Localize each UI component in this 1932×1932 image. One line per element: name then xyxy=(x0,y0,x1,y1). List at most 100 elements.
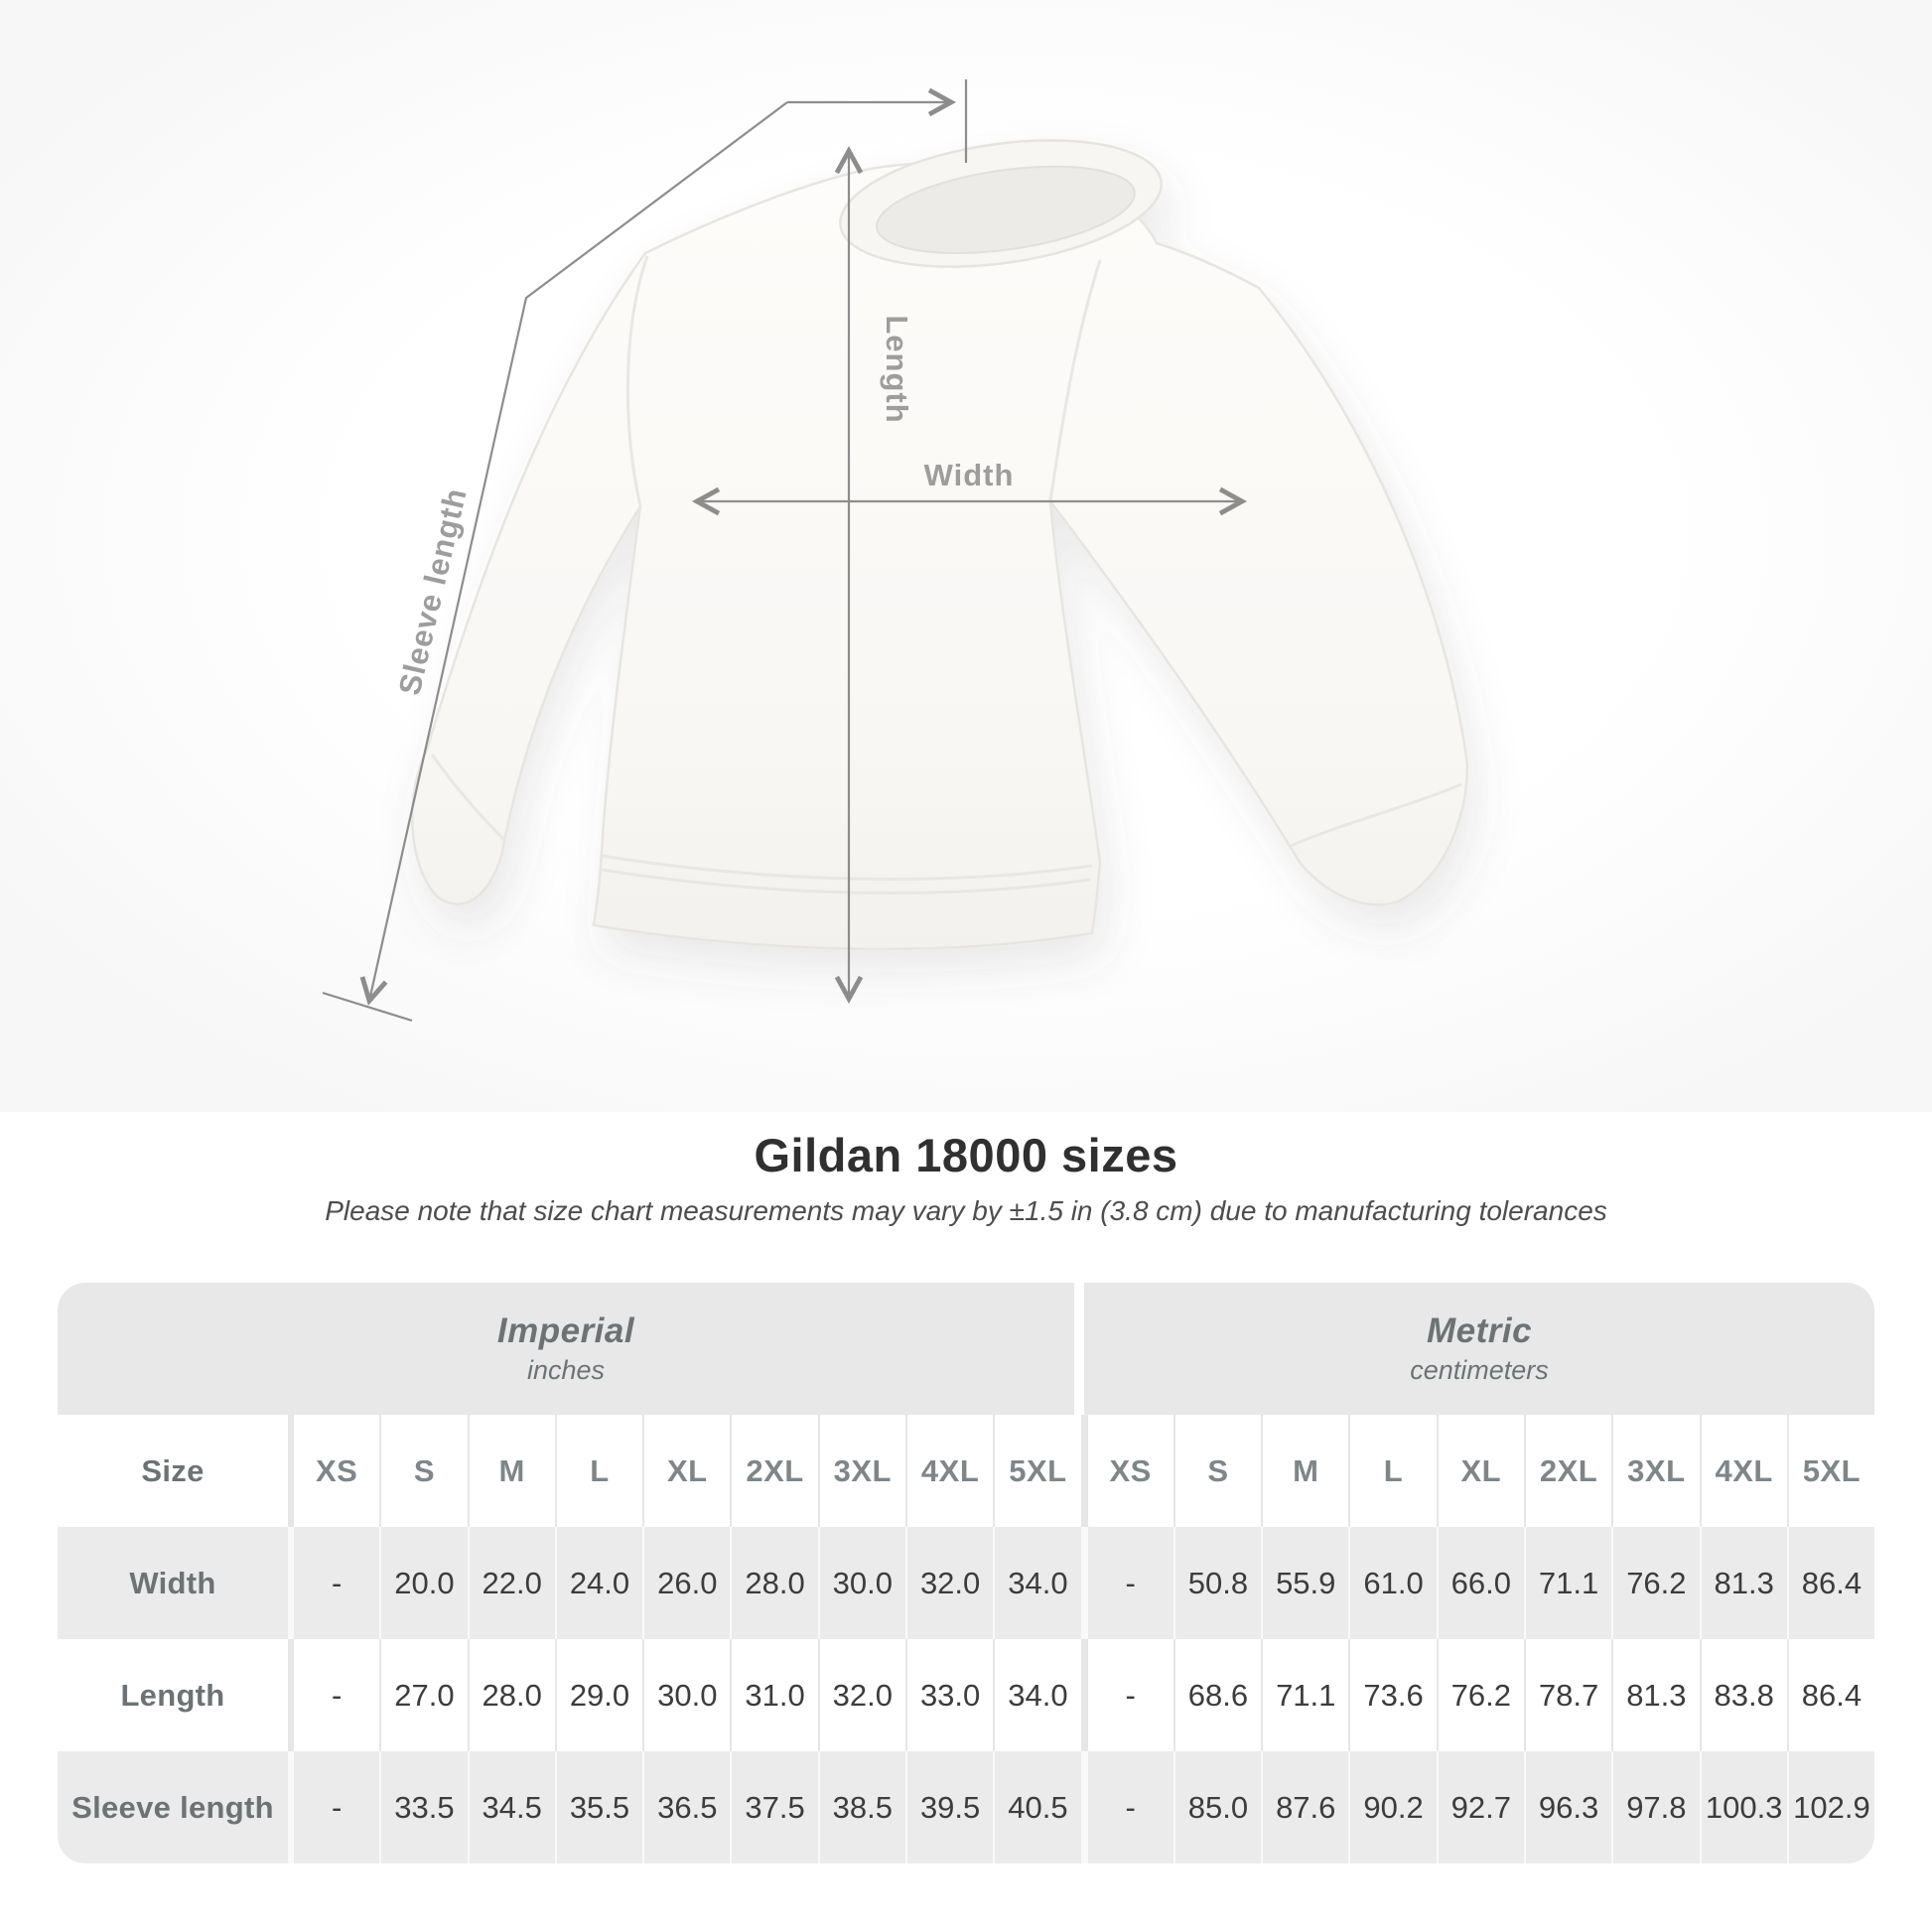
value-cell: 31.0 xyxy=(730,1639,817,1751)
value-cell: 29.0 xyxy=(554,1639,642,1751)
row-label: Length xyxy=(120,1677,225,1713)
value-cell: 38.5 xyxy=(817,1751,905,1863)
value-cell: 102.9 xyxy=(1786,1751,1874,1863)
value-cell: 30.0 xyxy=(817,1527,905,1639)
value-cell: 81.3 xyxy=(1611,1639,1699,1751)
value-cell: 87.6 xyxy=(1261,1751,1348,1863)
page-title: Gildan 18000 sizes xyxy=(754,1129,1178,1181)
value-cell: 32.0 xyxy=(817,1639,905,1751)
collar xyxy=(839,139,1163,268)
size-column-header: 5XL xyxy=(993,1415,1080,1527)
size-column-header: 4XL xyxy=(1699,1415,1787,1527)
value-cell: 83.8 xyxy=(1699,1639,1787,1751)
size-column-header: 5XL xyxy=(1786,1415,1874,1527)
width-label: Width xyxy=(924,458,1015,492)
value-cell: 28.0 xyxy=(730,1527,817,1639)
value-cell: 37.5 xyxy=(730,1751,817,1863)
size-column-header: M xyxy=(1261,1415,1348,1527)
row-values: - 33.5 34.5 35.5 36.5 37.5 38.5 xyxy=(288,1751,1874,1863)
value-cell: 97.8 xyxy=(1611,1751,1699,1863)
value-cell: 33.0 xyxy=(904,1639,993,1751)
value-cell: 71.1 xyxy=(1261,1639,1348,1751)
measurement-overlay xyxy=(322,79,1248,1023)
size-column-header: S xyxy=(1173,1415,1261,1527)
row-values: - 27.0 28.0 29.0 30.0 31.0 32.0 xyxy=(288,1639,1874,1751)
size-column-header: 3XL xyxy=(1611,1415,1699,1527)
value-cell: 28.0 xyxy=(467,1639,555,1751)
size-column-header: 4XL xyxy=(904,1415,993,1527)
value-cell: - xyxy=(288,1751,379,1863)
value-cell: 86.4 xyxy=(1786,1639,1874,1751)
size-column-header: 3XL xyxy=(817,1415,905,1527)
value-cell: 86.4 xyxy=(1786,1527,1874,1639)
value-cell: 76.2 xyxy=(1611,1527,1699,1639)
table-row: Length - 27.0 28.0 29.0 30.0 xyxy=(58,1639,1874,1751)
size-column-header: XS xyxy=(1080,1415,1173,1527)
value-cell: 81.3 xyxy=(1699,1527,1787,1639)
value-cell: 73.6 xyxy=(1348,1639,1436,1751)
product-photo-area: Length Width Sleeve length xyxy=(0,0,1932,1112)
value-cell: 20.0 xyxy=(379,1527,467,1639)
size-column-header: XL xyxy=(642,1415,730,1527)
table-row: Sleeve length - 33.5 34.5 35.5 36.5 xyxy=(58,1751,1874,1863)
value-cell: 50.8 xyxy=(1173,1527,1261,1639)
size-column-header: S xyxy=(379,1415,467,1527)
value-cell: 39.5 xyxy=(904,1751,993,1863)
value-cell: 35.5 xyxy=(554,1751,642,1863)
value-cell: - xyxy=(1080,1751,1173,1863)
row-label: Width xyxy=(129,1565,216,1600)
value-cell: 85.0 xyxy=(1173,1751,1261,1863)
unit-sub: centimeters xyxy=(1410,1355,1549,1385)
value-cell: 40.5 xyxy=(993,1751,1080,1863)
sweatshirt-illustration xyxy=(411,139,1469,951)
value-cell: 26.0 xyxy=(642,1527,730,1639)
size-column-header: 2XL xyxy=(730,1415,817,1527)
length-label: Length xyxy=(880,315,914,423)
value-cell: 68.6 xyxy=(1173,1639,1261,1751)
value-cell: 34.0 xyxy=(993,1639,1080,1751)
table-row: Width - 20.0 22.0 24.0 26.0 xyxy=(58,1527,1874,1639)
size-header-row: Size XS S M L XL 2XL 3XL 4XL xyxy=(58,1415,1874,1527)
value-cell: - xyxy=(1080,1527,1173,1639)
value-cell: 92.7 xyxy=(1436,1751,1524,1863)
size-column-headers: XS S M L XL 2XL 3XL 4XL 5XL X xyxy=(288,1415,1874,1527)
value-cell: 36.5 xyxy=(642,1751,730,1863)
size-column-header: L xyxy=(1348,1415,1436,1527)
value-cell: - xyxy=(288,1639,379,1751)
value-cell: - xyxy=(288,1527,379,1639)
size-column-header: 2XL xyxy=(1523,1415,1611,1527)
imperial-unit-header: Imperial inches xyxy=(58,1283,1074,1415)
value-cell: 24.0 xyxy=(554,1527,642,1639)
value-cell: 76.2 xyxy=(1436,1639,1524,1751)
size-header-cell: Size xyxy=(141,1452,205,1488)
metric-unit-header: Metric centimeters xyxy=(1084,1283,1874,1415)
sweatshirt-diagram: Length Width Sleeve length xyxy=(322,79,1469,1023)
unit-name: Imperial xyxy=(496,1311,635,1350)
size-table: Imperial inches Metric centimeters Size … xyxy=(58,1283,1874,1863)
value-cell: 32.0 xyxy=(904,1527,993,1639)
value-cell: 90.2 xyxy=(1348,1751,1436,1863)
value-cell: 66.0 xyxy=(1436,1527,1524,1639)
row-values: - 20.0 22.0 24.0 26.0 28.0 30.0 xyxy=(288,1527,1874,1639)
unit-sub: inches xyxy=(526,1355,606,1385)
size-column-header: XS xyxy=(288,1415,379,1527)
value-cell: 96.3 xyxy=(1523,1751,1611,1863)
value-cell: 78.7 xyxy=(1523,1639,1611,1751)
value-cell: 33.5 xyxy=(379,1751,467,1863)
value-cell: 61.0 xyxy=(1348,1527,1436,1639)
value-cell: 71.1 xyxy=(1523,1527,1611,1639)
value-cell: 27.0 xyxy=(379,1639,467,1751)
value-cell: 30.0 xyxy=(642,1639,730,1751)
tolerance-note: Please note that size chart measurements… xyxy=(325,1195,1607,1226)
size-column-header: XL xyxy=(1436,1415,1524,1527)
value-cell: - xyxy=(1080,1639,1173,1751)
value-cell: 34.5 xyxy=(467,1751,555,1863)
value-cell: 55.9 xyxy=(1261,1527,1348,1639)
table-body: Width - 20.0 22.0 24.0 26.0 xyxy=(58,1527,1874,1863)
value-cell: 34.0 xyxy=(993,1527,1080,1639)
size-column-header: L xyxy=(554,1415,642,1527)
cuff-end-tick xyxy=(322,991,413,1023)
unit-name: Metric xyxy=(1426,1311,1533,1350)
row-label: Sleeve length xyxy=(71,1789,274,1825)
